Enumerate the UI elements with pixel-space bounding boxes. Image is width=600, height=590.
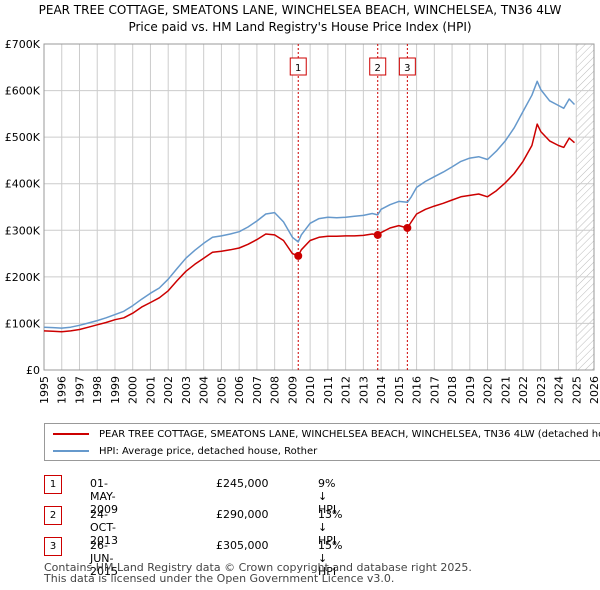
x-tick-label: 2005	[215, 376, 228, 404]
sale-marker-badge: 2	[369, 57, 387, 76]
x-tick-label: 2006	[233, 376, 246, 404]
price-chart: 1 2 3 £0 £100K £200K £300K £400K £500K £600K £700…	[5, 38, 600, 404]
property-price-line	[43, 123, 575, 333]
x-tick-label: 2008	[269, 376, 282, 404]
x-tick-label: 1999	[109, 376, 122, 404]
x-tick-label: 1995	[38, 376, 51, 404]
transaction-price: £290,000	[216, 508, 269, 521]
sale-marker-badge: 3	[398, 57, 416, 76]
x-tick-label: 2018	[446, 376, 459, 404]
x-tick-label: 2009	[286, 376, 299, 404]
chart-title: PEAR TREE COTTAGE, SMEATONS LANE, WINCHE…	[0, 2, 600, 36]
transaction-price: £245,000	[216, 477, 269, 490]
footer-copyright: Contains HM Land Registry data © Crown c…	[44, 561, 472, 574]
y-tick-label: £700K	[5, 38, 41, 51]
legend-label-hpi: HPI: Average price, detached house, Roth…	[99, 445, 318, 457]
x-tick-label: 2000	[127, 376, 140, 404]
sale-point	[403, 223, 412, 232]
transaction-date: 26-JUN-2015	[90, 539, 118, 578]
y-tick-label: £300K	[5, 224, 41, 237]
title-line-1: PEAR TREE COTTAGE, SMEATONS LANE, WINCHE…	[38, 3, 562, 17]
x-tick-label: 2007	[251, 376, 264, 404]
transaction-badge: 2	[44, 506, 62, 525]
x-tick-label: 2011	[322, 376, 335, 404]
sale-marker-number: 2	[375, 63, 381, 74]
plot-frame	[43, 43, 595, 371]
x-tick-label: 2003	[180, 376, 193, 404]
y-tick-label: £600K	[5, 85, 41, 98]
x-tick-label: 1996	[56, 376, 69, 404]
legend-item-property: PEAR TREE COTTAGE, SMEATONS LANE, WINCHE…	[53, 426, 600, 442]
y-tick-label: £0	[26, 364, 40, 377]
x-tick-label: 2013	[357, 376, 370, 404]
sale-marker-box	[398, 57, 416, 76]
x-tick-label: 2014	[375, 376, 388, 404]
x-tick-label: 2026	[588, 376, 600, 404]
x-tick-label: 2020	[482, 376, 495, 404]
transaction-date: 24-OCT-2013	[90, 508, 118, 547]
sale-marker-box	[369, 57, 387, 76]
y-tick-label: £200K	[5, 271, 41, 284]
x-tick-label: 1997	[73, 376, 86, 404]
x-tick-label: 2025	[570, 376, 583, 404]
x-tick-label: 2021	[499, 376, 512, 404]
sale-marker-number: 1	[295, 63, 301, 74]
transaction-badge: 3	[44, 537, 62, 556]
x-tick-label: 2001	[144, 376, 157, 404]
x-tick-label: 2012	[340, 376, 353, 404]
transaction-badge: 1	[44, 475, 62, 494]
transaction-hpi-diff: 13% ↓ HPI	[318, 508, 343, 547]
legend-item-hpi: HPI: Average price, detached house, Roth…	[53, 443, 317, 459]
sale-marker-number: 3	[404, 63, 410, 74]
x-tick-label: 2010	[304, 376, 317, 404]
sale-marker-box	[289, 57, 307, 76]
transaction-date: 01-MAY-2009	[90, 477, 118, 516]
transaction-hpi-diff: 15% ↓ HPI	[318, 539, 343, 578]
x-tick-label: 2022	[517, 376, 530, 404]
x-tick-label: 2002	[162, 376, 175, 404]
x-tick-label: 2019	[464, 376, 477, 404]
legend-swatch-property	[53, 433, 89, 435]
y-tick-label: £100K	[5, 317, 41, 330]
hpi-line	[43, 80, 576, 329]
x-tick-label: 2023	[535, 376, 548, 404]
footer: Contains HM Land Registry data © Crown c…	[44, 562, 472, 584]
y-tick-label: £400K	[5, 178, 41, 191]
legend: PEAR TREE COTTAGE, SMEATONS LANE, WINCHE…	[44, 423, 600, 461]
x-tick-label: 2016	[411, 376, 424, 404]
sale-point	[294, 251, 303, 260]
y-tick-label: £500K	[5, 131, 41, 144]
title-line-2: Price paid vs. HM Land Registry's House …	[128, 20, 472, 34]
sale-marker-badge: 1	[289, 57, 307, 76]
transaction-price: £305,000	[216, 539, 269, 552]
legend-label-property: PEAR TREE COTTAGE, SMEATONS LANE, WINCHE…	[99, 428, 600, 440]
x-tick-label: 2024	[553, 376, 566, 404]
future-hatch-area	[576, 44, 594, 370]
x-tick-label: 2004	[198, 376, 211, 404]
transaction-hpi-diff: 9% ↓ HPI	[318, 477, 337, 516]
legend-swatch-hpi	[53, 450, 89, 452]
x-tick-label: 2015	[393, 376, 406, 404]
x-tick-label: 1998	[91, 376, 104, 404]
sale-point	[373, 230, 382, 239]
x-tick-label: 2017	[428, 376, 441, 404]
footer-license: This data is licensed under the Open Gov…	[44, 572, 395, 585]
